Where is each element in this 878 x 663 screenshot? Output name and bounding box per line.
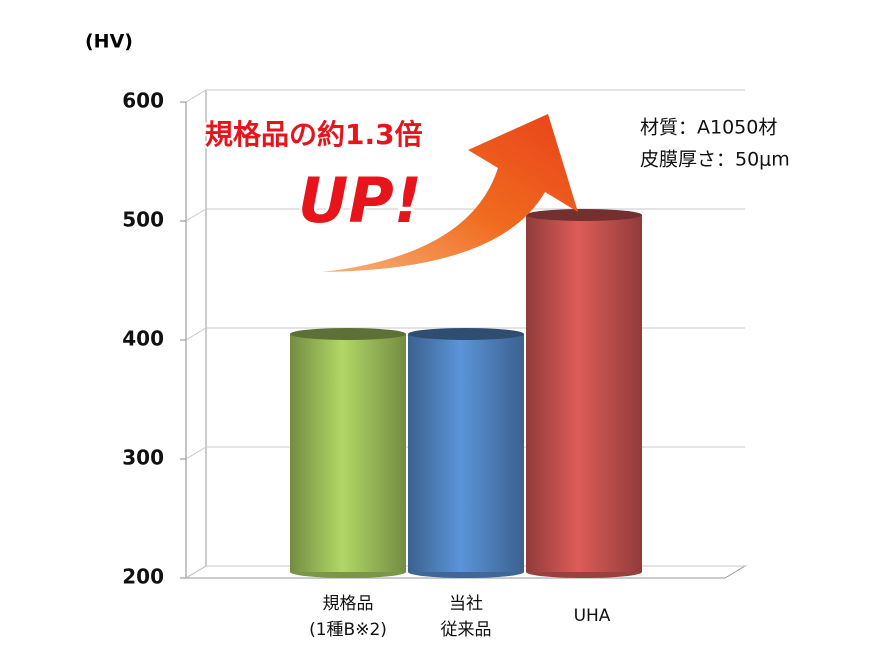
x-tick-label: (1種B※2) (309, 620, 387, 640)
bar-top (526, 209, 642, 221)
bar-top (408, 328, 524, 340)
y-tick-label: 200 (122, 565, 164, 589)
y-tick-label: 300 (122, 446, 164, 470)
grid-connector (185, 208, 207, 222)
x-tick-label: 従来品 (441, 620, 492, 640)
y-tick-label: 400 (122, 327, 164, 351)
bar (526, 215, 642, 572)
up-arrow (322, 114, 578, 272)
y-tick-label: 600 (122, 89, 164, 113)
grid-connector (185, 565, 207, 579)
thickness-note: 皮膜厚さ：50μm (640, 149, 790, 171)
grid-connector (185, 446, 207, 460)
grid-connector (185, 327, 207, 341)
bar (290, 334, 406, 572)
grid-connector (185, 89, 207, 103)
y-tick-label: 500 (122, 208, 164, 232)
x-tick-label: 規格品 (323, 594, 374, 614)
x-tick-label: 当社 (449, 594, 483, 614)
x-tick-label: UHA (574, 606, 611, 626)
bar-top (290, 328, 406, 340)
up-text: UP! (298, 164, 422, 237)
material-note: 材質：A1050材 (640, 117, 777, 139)
bar (408, 334, 524, 572)
headline: 規格品の約1.3倍 (205, 118, 423, 151)
y-unit: (HV) (85, 31, 133, 53)
